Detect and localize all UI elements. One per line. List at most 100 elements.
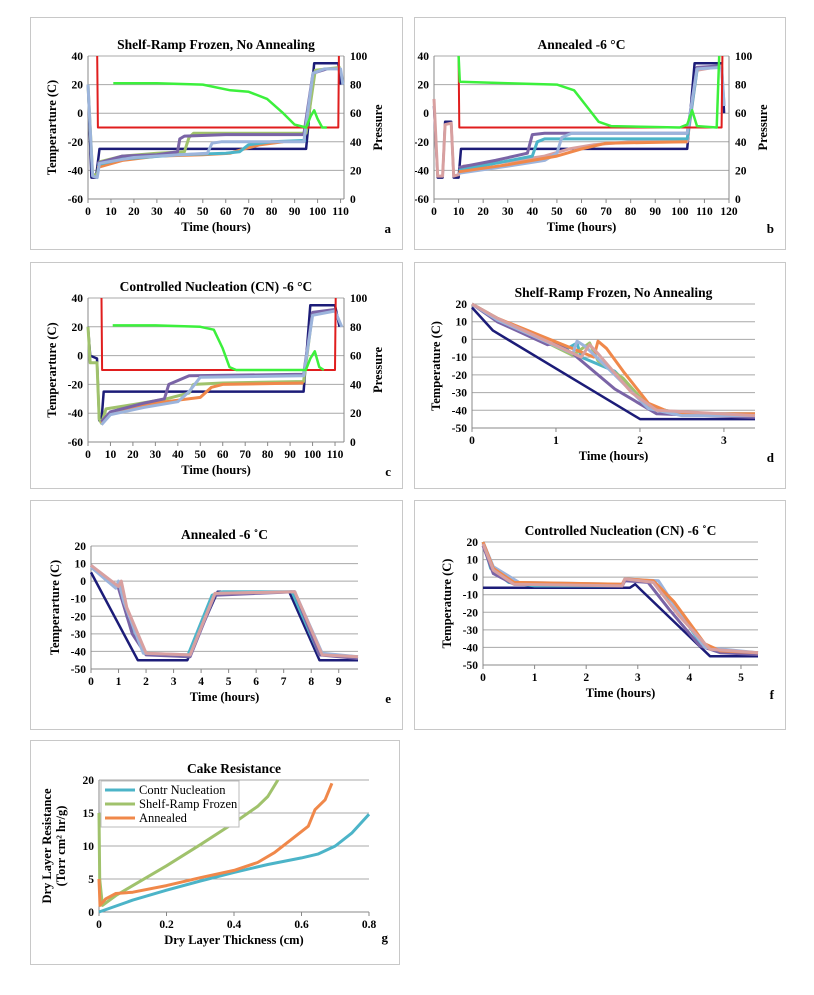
chart-svg: -50 -40 -30 -20 -10 0 10 20 0 1 2 3 4 5 6 7 8 9 Annealed -… [48,527,391,706]
x-tick-label: 30 [502,206,514,218]
series-line-shelf [483,582,758,658]
x-tick-label: 110 [332,206,349,218]
y2-tick-label: 100 [350,51,368,63]
panel-letter: a [385,221,392,236]
x-tick-label: 0 [85,206,91,218]
x-tick-label: 70 [600,206,612,218]
y-tick-label: -50 [452,423,468,435]
series-line-pressure_red [96,55,340,129]
y2-tick-label: 0 [735,194,741,206]
x-tick-label: 10 [105,206,117,218]
x-tick-label: 90 [650,206,662,218]
y2-tick-label: 60 [735,108,747,120]
y-tick-label: -40 [68,408,84,420]
panel-letter: g [382,930,389,945]
y-tick-label: -40 [415,165,429,177]
y-tick-label: -50 [463,660,479,672]
y2-tick-label: 100 [735,51,753,63]
y-tick-label: 20 [418,80,430,92]
chart-svg: -50 -40 -30 -20 -10 0 10 20 0 1 2 3 Shelf-Ramp Froze… [429,285,775,465]
y-tick-label: -40 [71,646,87,658]
panel-f: -50 -40 -30 -20 -10 0 10 20 0 1 2 3 4 5 Controlled Nuc… [414,500,786,730]
y-tick-label: 0 [472,572,478,584]
panel-d: -50 -40 -30 -20 -10 0 10 20 0 1 2 3 Shelf-Ramp Froze… [414,262,786,489]
x-tick-label: 2 [637,435,643,447]
x-tick-label: 2 [583,672,589,684]
chart-title: Shelf-Ramp Frozen, No Annealing [515,285,713,300]
y2-tick-label: 60 [350,351,362,363]
panel-g: 0 5 10 15 20 0 0.2 0.4 0.6 0.8 Contr Nucleation She… [30,740,400,965]
x-axis-label: Time (hours) [547,220,617,234]
series-line-pink [471,302,756,418]
x-tick-label: 70 [243,206,255,218]
y-tick-label: -20 [463,607,479,619]
x-tick-label: 100 [309,206,327,218]
x-tick-label: 20 [128,206,140,218]
y-tick-label: 0 [77,108,83,120]
x-tick-label: 60 [217,449,229,461]
y-tick-label: 0 [423,108,429,120]
chart-svg: 0 5 10 15 20 0 0.2 0.4 0.6 0.8 Contr NucleationShe… [40,761,389,947]
y2-tick-label: 20 [735,165,747,177]
chart-title: Annealed -6 °C [538,37,626,52]
y-axis-label: Temperature (C) [429,321,443,411]
x-tick-label: 20 [477,206,489,218]
x-tick-label: 0 [88,676,94,688]
y-tick-label: -30 [71,629,87,641]
y2-tick-label: 80 [350,80,362,92]
x-tick-label: 4 [198,676,204,688]
y-axis-label-units: (Torr cm² hr/g) [54,806,68,887]
y-tick-label: -30 [463,625,479,637]
y-tick-label: -20 [415,137,429,149]
y2-tick-label: 40 [350,137,362,149]
y-axis-label: Temperarture (C) [48,560,62,655]
x-tick-label: 60 [576,206,588,218]
panel-letter: f [770,687,775,702]
series-line-lightblue [458,65,726,175]
panel-letter: b [767,221,774,236]
panel-e: -50 -40 -30 -20 -10 0 10 20 0 1 2 3 4 5 6 7 8 9 Annealed -… [30,500,403,730]
series-line-teal [481,541,759,655]
x-tick-label: 9 [336,676,342,688]
y-tick-label: -20 [68,137,84,149]
y-tick-label: 5 [88,874,94,886]
y-tick-label: -20 [68,379,84,391]
series-line-lightblue [86,67,345,180]
x-tick-label: 0 [480,672,486,684]
series-line-pressure_green [113,81,327,129]
y-tick-label: 40 [72,51,84,63]
legend-label: Shelf-Ramp Frozen [139,797,238,811]
y2-tick-label: 80 [350,322,362,334]
y2-tick-label: 40 [735,137,747,149]
x-tick-label: 10 [105,449,117,461]
y-tick-label: 10 [83,841,95,853]
panel-b: -60 -40 -20 0 20 40 0 20 40 60 80 100 0 10 20 30 40 50 60 7… [414,17,786,250]
x-tick-label: 50 [551,206,563,218]
y-tick-label: 0 [88,907,94,919]
y-tick-label: 40 [418,51,430,63]
x-tick-label: 2 [143,676,149,688]
x-tick-label: 100 [671,206,689,218]
chart-svg: -60 -40 -20 0 20 40 0 20 40 60 80 100 0 10 20 30 40 50 60 7… [415,37,774,236]
x-tick-label: 0.8 [362,919,377,931]
series-line-purple [481,544,759,656]
series-line-teal [458,70,699,172]
x-tick-label: 8 [308,676,314,688]
y-tick-label: -50 [71,664,87,676]
y-tick-label: 0 [77,351,83,363]
legend-label: Contr Nucleation [139,783,226,797]
y2-tick-label: 100 [350,293,368,305]
y-tick-label: 0 [80,576,86,588]
y-tick-label: 20 [456,299,468,311]
x-tick-label: 7 [281,676,287,688]
x-axis-label: Dry Layer Thickness (cm) [164,933,303,947]
x-tick-label: 40 [527,206,539,218]
y2-axis-label: Pressure [756,104,770,151]
y-tick-label: 20 [72,322,84,334]
y2-tick-label: 80 [735,80,747,92]
y2-tick-label: 20 [350,408,362,420]
x-tick-label: 100 [304,449,322,461]
series-line-olive [86,312,315,425]
y-tick-label: -60 [68,194,84,206]
series-line-annealed [97,782,334,907]
